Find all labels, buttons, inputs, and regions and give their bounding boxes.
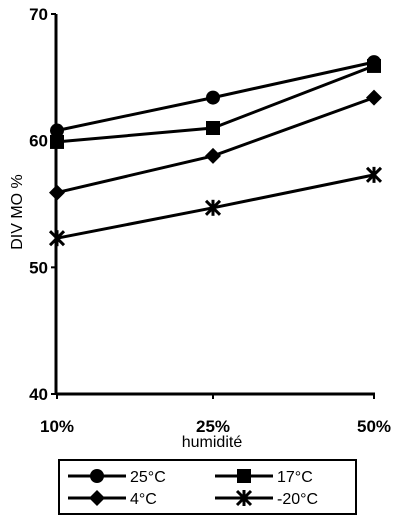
axes <box>54 14 375 396</box>
y-tick-label: 50 <box>29 258 48 277</box>
marker-asterisk <box>235 489 253 507</box>
legend-label: 17°C <box>277 469 313 486</box>
series-layer <box>48 55 383 247</box>
y-tick-label: 60 <box>29 132 48 151</box>
series-asterisk <box>48 166 383 247</box>
marker-asterisk <box>365 166 383 183</box>
legend-box <box>58 459 357 515</box>
marker-square <box>367 58 381 73</box>
x-tick-label: 10% <box>40 417 74 436</box>
series-square <box>50 58 381 149</box>
marker-square <box>237 469 251 483</box>
series-line <box>56 96 375 195</box>
y-ticks: 40 50 60 70 <box>29 5 56 404</box>
legend-label: 25°C <box>130 469 166 486</box>
marker-circle <box>90 469 104 483</box>
marker-diamond <box>49 184 65 201</box>
x-tick-label: 50% <box>357 417 391 436</box>
y-tick-label: 70 <box>29 5 48 24</box>
x-ticks: 10% 25% 50% <box>40 394 391 436</box>
legend-label: 4°C <box>130 491 157 508</box>
x-axis-title: humidité <box>182 434 243 451</box>
marker-diamond <box>89 490 105 506</box>
legend-label: -20°C <box>277 491 318 508</box>
marker-square <box>206 121 220 135</box>
series-diamond <box>49 89 382 201</box>
y-tick-label: 40 <box>29 385 48 404</box>
x-tick-label: 25% <box>196 417 230 436</box>
marker-asterisk <box>204 199 222 216</box>
marker-circle <box>50 123 64 138</box>
marker-diamond <box>205 147 221 164</box>
marker-asterisk <box>48 230 66 247</box>
y-axis-title: DIV MO % <box>9 174 26 250</box>
marker-diamond <box>366 89 382 106</box>
legend: 25°C 17°C 4°C -20°C <box>58 459 357 515</box>
marker-circle <box>206 90 220 105</box>
marker-square <box>50 134 64 149</box>
